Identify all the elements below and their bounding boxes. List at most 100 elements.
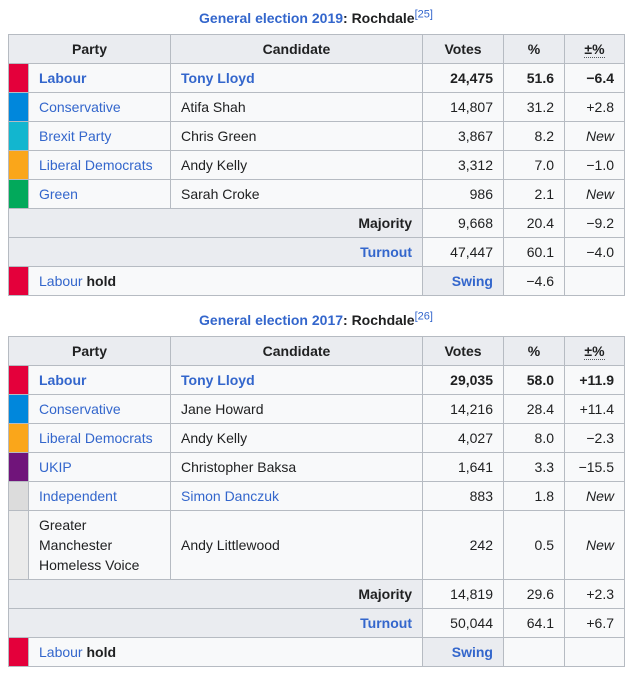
swing-value: −4.6 — [503, 266, 565, 296]
footnote-ref-26-link[interactable]: [26] — [414, 310, 433, 323]
turnout-label: Turnout — [8, 237, 423, 267]
election-results-table-2017: Party Candidate Votes % ±% Labour Tony L… — [8, 336, 625, 667]
election-section-2017: General election 2017: Rochdale[26] Part… — [8, 310, 625, 667]
candidate-row: Liberal Democrats Andy Kelly 4,027 8.0 −… — [8, 423, 625, 453]
candidate-row: Greater Manchester Homeless Voice Andy L… — [8, 510, 625, 580]
party-link[interactable]: Liberal Democrats — [39, 430, 153, 446]
table-caption-2019: General election 2019: Rochdale[25] — [8, 8, 624, 28]
party-link[interactable]: UKIP — [39, 459, 72, 475]
result-party-link[interactable]: Labour — [39, 273, 83, 289]
change-cell: New — [564, 510, 625, 580]
party-link[interactable]: Labour — [39, 372, 87, 388]
col-header-pct: % — [503, 336, 565, 366]
candidate-link[interactable]: Simon Danczuk — [181, 488, 280, 504]
party-link[interactable]: Brexit Party — [39, 128, 112, 144]
turnout-label: Turnout — [8, 608, 423, 638]
party-cell: Conservative — [28, 394, 171, 424]
party-color-swatch — [8, 637, 29, 667]
change-cell: −2.3 — [564, 423, 625, 453]
candidate-row: Brexit Party Chris Green 3,867 8.2 New — [8, 121, 625, 151]
col-header-votes: Votes — [422, 336, 504, 366]
candidate-row: Liberal Democrats Andy Kelly 3,312 7.0 −… — [8, 150, 625, 180]
party-color-swatch — [8, 121, 29, 151]
party-link[interactable]: Conservative — [39, 99, 121, 115]
result-row: Labour hold Swing −4.6 — [8, 266, 625, 296]
result-party-link[interactable]: Labour — [39, 644, 83, 660]
swing-change — [564, 637, 625, 667]
party-link[interactable]: Labour — [39, 70, 87, 86]
change-cell: +11.4 — [564, 394, 625, 424]
change-abbr: ±% — [584, 343, 605, 360]
majority-label: Majority — [8, 579, 423, 609]
majority-label: Majority — [8, 208, 423, 238]
party-color-swatch — [8, 394, 29, 424]
party-color-swatch — [8, 481, 29, 511]
party-link[interactable]: Liberal Democrats — [39, 157, 153, 173]
candidate-link[interactable]: Tony Lloyd — [181, 70, 255, 86]
swing-link[interactable]: Swing — [451, 273, 493, 289]
turnout-votes: 50,044 — [422, 608, 504, 638]
col-header-party: Party — [8, 34, 171, 64]
votes-cell: 986 — [422, 179, 504, 209]
party-cell: Greater Manchester Homeless Voice — [28, 510, 171, 580]
result-cell: Labour hold — [28, 266, 423, 296]
pct-cell: 2.1 — [503, 179, 565, 209]
pct-cell: 7.0 — [503, 150, 565, 180]
candidate-row: Conservative Jane Howard 14,216 28.4 +11… — [8, 394, 625, 424]
party-color-swatch — [8, 63, 29, 93]
candidate-cell: Andy Kelly — [170, 150, 423, 180]
votes-cell: 1,641 — [422, 452, 504, 482]
party-color-swatch — [8, 423, 29, 453]
change-abbr: ±% — [584, 41, 605, 58]
result-row: Labour hold Swing — [8, 637, 625, 667]
majority-pct: 29.6 — [503, 579, 565, 609]
turnout-link[interactable]: Turnout — [360, 615, 412, 631]
party-color-swatch — [8, 92, 29, 122]
turnout-row: Turnout 47,447 60.1 −4.0 — [8, 237, 625, 267]
change-cell: −6.4 — [564, 63, 625, 93]
party-color-swatch — [8, 179, 29, 209]
party-link[interactable]: Green — [39, 186, 78, 202]
candidate-cell: Jane Howard — [170, 394, 423, 424]
turnout-pct: 64.1 — [503, 608, 565, 638]
header-row: Party Candidate Votes % ±% — [8, 336, 625, 366]
majority-row: Majority 9,668 20.4 −9.2 — [8, 208, 625, 238]
party-link[interactable]: Independent — [39, 488, 117, 504]
turnout-votes: 47,447 — [422, 237, 504, 267]
votes-cell: 3,312 — [422, 150, 504, 180]
change-cell: +2.8 — [564, 92, 625, 122]
turnout-change: −4.0 — [564, 237, 625, 267]
footnote-ref-25: [25] — [415, 8, 433, 20]
turnout-row: Turnout 50,044 64.1 +6.7 — [8, 608, 625, 638]
footnote-ref-25-link[interactable]: [25] — [414, 8, 433, 21]
party-cell: Independent — [28, 481, 171, 511]
party-cell: Liberal Democrats — [28, 423, 171, 453]
party-color-swatch — [8, 365, 29, 395]
turnout-pct: 60.1 — [503, 237, 565, 267]
col-header-change: ±% — [564, 336, 625, 366]
party-link[interactable]: Conservative — [39, 401, 121, 417]
footnote-ref-26: [26] — [415, 310, 433, 322]
result-status: hold — [86, 273, 117, 289]
change-cell: +11.9 — [564, 365, 625, 395]
candidate-cell: Chris Green — [170, 121, 423, 151]
election-2017-link[interactable]: General election 2017 — [199, 312, 344, 328]
candidate-row: Labour Tony Lloyd 29,035 58.0 +11.9 — [8, 365, 625, 395]
pct-cell: 1.8 — [503, 481, 565, 511]
party-color-swatch — [8, 150, 29, 180]
col-header-change: ±% — [564, 34, 625, 64]
turnout-link[interactable]: Turnout — [360, 244, 412, 260]
col-header-candidate: Candidate — [170, 34, 423, 64]
candidate-row: Conservative Atifa Shah 14,807 31.2 +2.8 — [8, 92, 625, 122]
candidate-row: Green Sarah Croke 986 2.1 New — [8, 179, 625, 209]
votes-cell: 24,475 — [422, 63, 504, 93]
election-section-2019: General election 2019: Rochdale[25] Part… — [8, 8, 625, 296]
election-2019-link[interactable]: General election 2019 — [199, 10, 344, 26]
caption-constituency: : Rochdale — [343, 312, 415, 328]
candidate-row: UKIP Christopher Baksa 1,641 3.3 −15.5 — [8, 452, 625, 482]
pct-cell: 3.3 — [503, 452, 565, 482]
swing-link[interactable]: Swing — [451, 644, 493, 660]
party-cell: Labour — [28, 63, 171, 93]
swing-change — [564, 266, 625, 296]
candidate-link[interactable]: Tony Lloyd — [181, 372, 255, 388]
